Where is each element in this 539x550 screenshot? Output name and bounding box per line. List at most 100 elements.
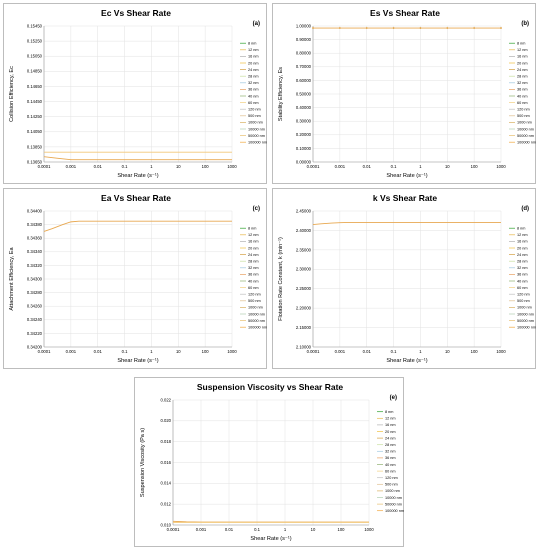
y-tick-label: 0.34360 <box>27 236 43 241</box>
legend-entry: 24 nm <box>385 436 396 440</box>
legend-entry: 20 nm <box>248 61 259 65</box>
chart-a-svg: Ec Vs Shear Rate (a) 0.13650 0.13850 0.14050… <box>9 8 267 179</box>
legend-entry: 50000 nm <box>517 134 534 138</box>
y-tick-label: 2.45000 <box>296 208 312 213</box>
x-tick-label: 1 <box>419 164 422 169</box>
x-tick-label: 0.01 <box>363 164 372 169</box>
legend-entry: 10000 nm <box>517 312 534 316</box>
x-tick-label: 0.1 <box>122 164 128 169</box>
legend-entry: 10000 nm <box>248 312 265 316</box>
chart-e-svg: Suspension Viscosity vs Shear Rate (e) 0.0… <box>140 382 404 542</box>
x-tick-label: 0.001 <box>66 349 77 354</box>
panel-label: (d) <box>521 206 529 212</box>
y-tick-label: 0.80000 <box>296 51 312 56</box>
x-axis-label: Shear Rate (s⁻¹) <box>117 358 158 364</box>
x-tick-label: 1000 <box>364 527 374 532</box>
y-tick-label: 0.018 <box>161 439 172 444</box>
legend-entry: 10000 nm <box>385 496 402 500</box>
legend-entry: 24 nm <box>248 68 259 72</box>
y-tick-label: 0.14050 <box>27 129 43 134</box>
legend-entry: 100000 nm <box>385 509 404 513</box>
data-point <box>312 27 314 29</box>
legend-entry: 12 nm <box>385 417 396 421</box>
x-tick-label: 1 <box>150 349 153 354</box>
panel-label: (c) <box>253 206 260 212</box>
legend-entry: 20 nm <box>517 246 528 250</box>
y-tick-label: 0.34320 <box>27 263 43 268</box>
x-tick-label: 0.01 <box>94 349 103 354</box>
x-tick-label: 1 <box>419 349 422 354</box>
chart-panel-b: Es Vs Shear Rate (b) 0.00000 0.10000 0.20000… <box>272 3 536 184</box>
chart-b-svg: Es Vs Shear Rate (b) 0.00000 0.10000 0.20000… <box>278 8 536 179</box>
legend-entry: 32 nm <box>248 266 259 270</box>
x-tick-label: 0.01 <box>94 164 103 169</box>
chart-panel-d: k Vs Shear Rate (d) 2.10000 2.15000 2.20000 2… <box>272 188 536 369</box>
legend-entry: 8 nm <box>517 227 525 231</box>
legend-entry: 28 nm <box>517 75 528 79</box>
y-tick-label: 0.15450 <box>27 23 43 28</box>
x-tick-label: 10 <box>176 349 181 354</box>
x-tick-label: 100 <box>202 349 210 354</box>
panel-label: (b) <box>521 21 529 27</box>
legend-entry: 40 nm <box>517 94 528 98</box>
chart-title: Ec Vs Shear Rate <box>101 8 171 18</box>
x-axis-label: Shear Rate (s⁻¹) <box>386 358 427 364</box>
x-tick-label: 0.001 <box>66 164 77 169</box>
y-tick-label: 0.15250 <box>27 39 43 44</box>
x-tick-label: 100 <box>202 164 210 169</box>
legend-entry: 120 nm <box>248 108 261 112</box>
y-tick-label: 0.34200 <box>27 344 43 349</box>
y-tick-label: 0.34240 <box>27 317 43 322</box>
legend-entry: 28 nm <box>517 260 528 264</box>
chart-c-svg: Ea Vs Shear Rate (c) 0.34200 0.34220 0.34240… <box>9 193 267 364</box>
y-tick-label: 0.34280 <box>27 290 43 295</box>
legend-entry: 500 nm <box>517 299 530 303</box>
chart-d-svg: k Vs Shear Rate (d) 2.10000 2.15000 2.20000 2… <box>278 193 536 364</box>
legend-entry: 12 nm <box>517 48 528 52</box>
x-tick-label: 100 <box>471 349 479 354</box>
y-tick-label: 2.15000 <box>296 325 312 330</box>
legend-entry: 1000 nm <box>248 121 263 125</box>
x-tick-label: 100 <box>338 527 346 532</box>
legend-entry: 16 nm <box>248 240 259 244</box>
x-tick-label: 0.1 <box>122 349 128 354</box>
legend-entry: 16 nm <box>517 240 528 244</box>
y-tick-label: 2.10000 <box>296 344 312 349</box>
y-tick-label: 0.34340 <box>27 249 43 254</box>
panel-label: (e) <box>390 395 397 401</box>
y-tick-label: 0.020 <box>161 418 172 423</box>
legend-entry: 1000 nm <box>517 306 532 310</box>
x-axis-label: Shear Rate (s⁻¹) <box>117 173 158 179</box>
legend-entry: 8 nm <box>248 42 256 46</box>
x-tick-label: 0.1 <box>391 349 397 354</box>
chart-title: k Vs Shear Rate <box>373 193 438 203</box>
legend-entry: 36 nm <box>517 88 528 92</box>
y-tick-label: 0.30000 <box>296 119 312 124</box>
legend-entry: 120 nm <box>517 293 530 297</box>
y-tick-label: 0.016 <box>161 460 172 465</box>
legend-entry: 100000 nm <box>248 326 267 330</box>
data-point <box>365 27 368 29</box>
y-tick-label: 0.50000 <box>296 91 312 96</box>
legend-entry: 100000 nm <box>517 141 536 145</box>
y-tick-label: 0.14650 <box>27 84 43 89</box>
y-tick-label: 0.40000 <box>296 105 312 110</box>
x-tick-label: 10 <box>176 164 181 169</box>
y-tick-label: 0.34400 <box>27 208 43 213</box>
y-tick-label: 0.34220 <box>27 331 43 336</box>
data-point <box>338 27 341 29</box>
legend-entry: 28 nm <box>248 75 259 79</box>
legend-entry: 100000 nm <box>248 141 267 145</box>
y-axis-label: Flotation Rate Constant, k (min⁻¹) <box>278 237 284 321</box>
legend-entry: 50000 nm <box>385 502 402 506</box>
y-tick-label: 0.20000 <box>296 132 312 137</box>
legend-entry: 16 nm <box>248 55 259 59</box>
y-tick-label: 0.60000 <box>296 78 312 83</box>
x-tick-label: 1 <box>150 164 153 169</box>
y-tick-label: 2.20000 <box>296 306 312 311</box>
y-tick-label: 0.10000 <box>296 146 312 151</box>
legend-entry: 50000 nm <box>517 319 534 323</box>
legend-entry: 24 nm <box>248 253 259 257</box>
x-tick-label: 0.1 <box>254 527 260 532</box>
y-tick-label: 2.40000 <box>296 228 312 233</box>
